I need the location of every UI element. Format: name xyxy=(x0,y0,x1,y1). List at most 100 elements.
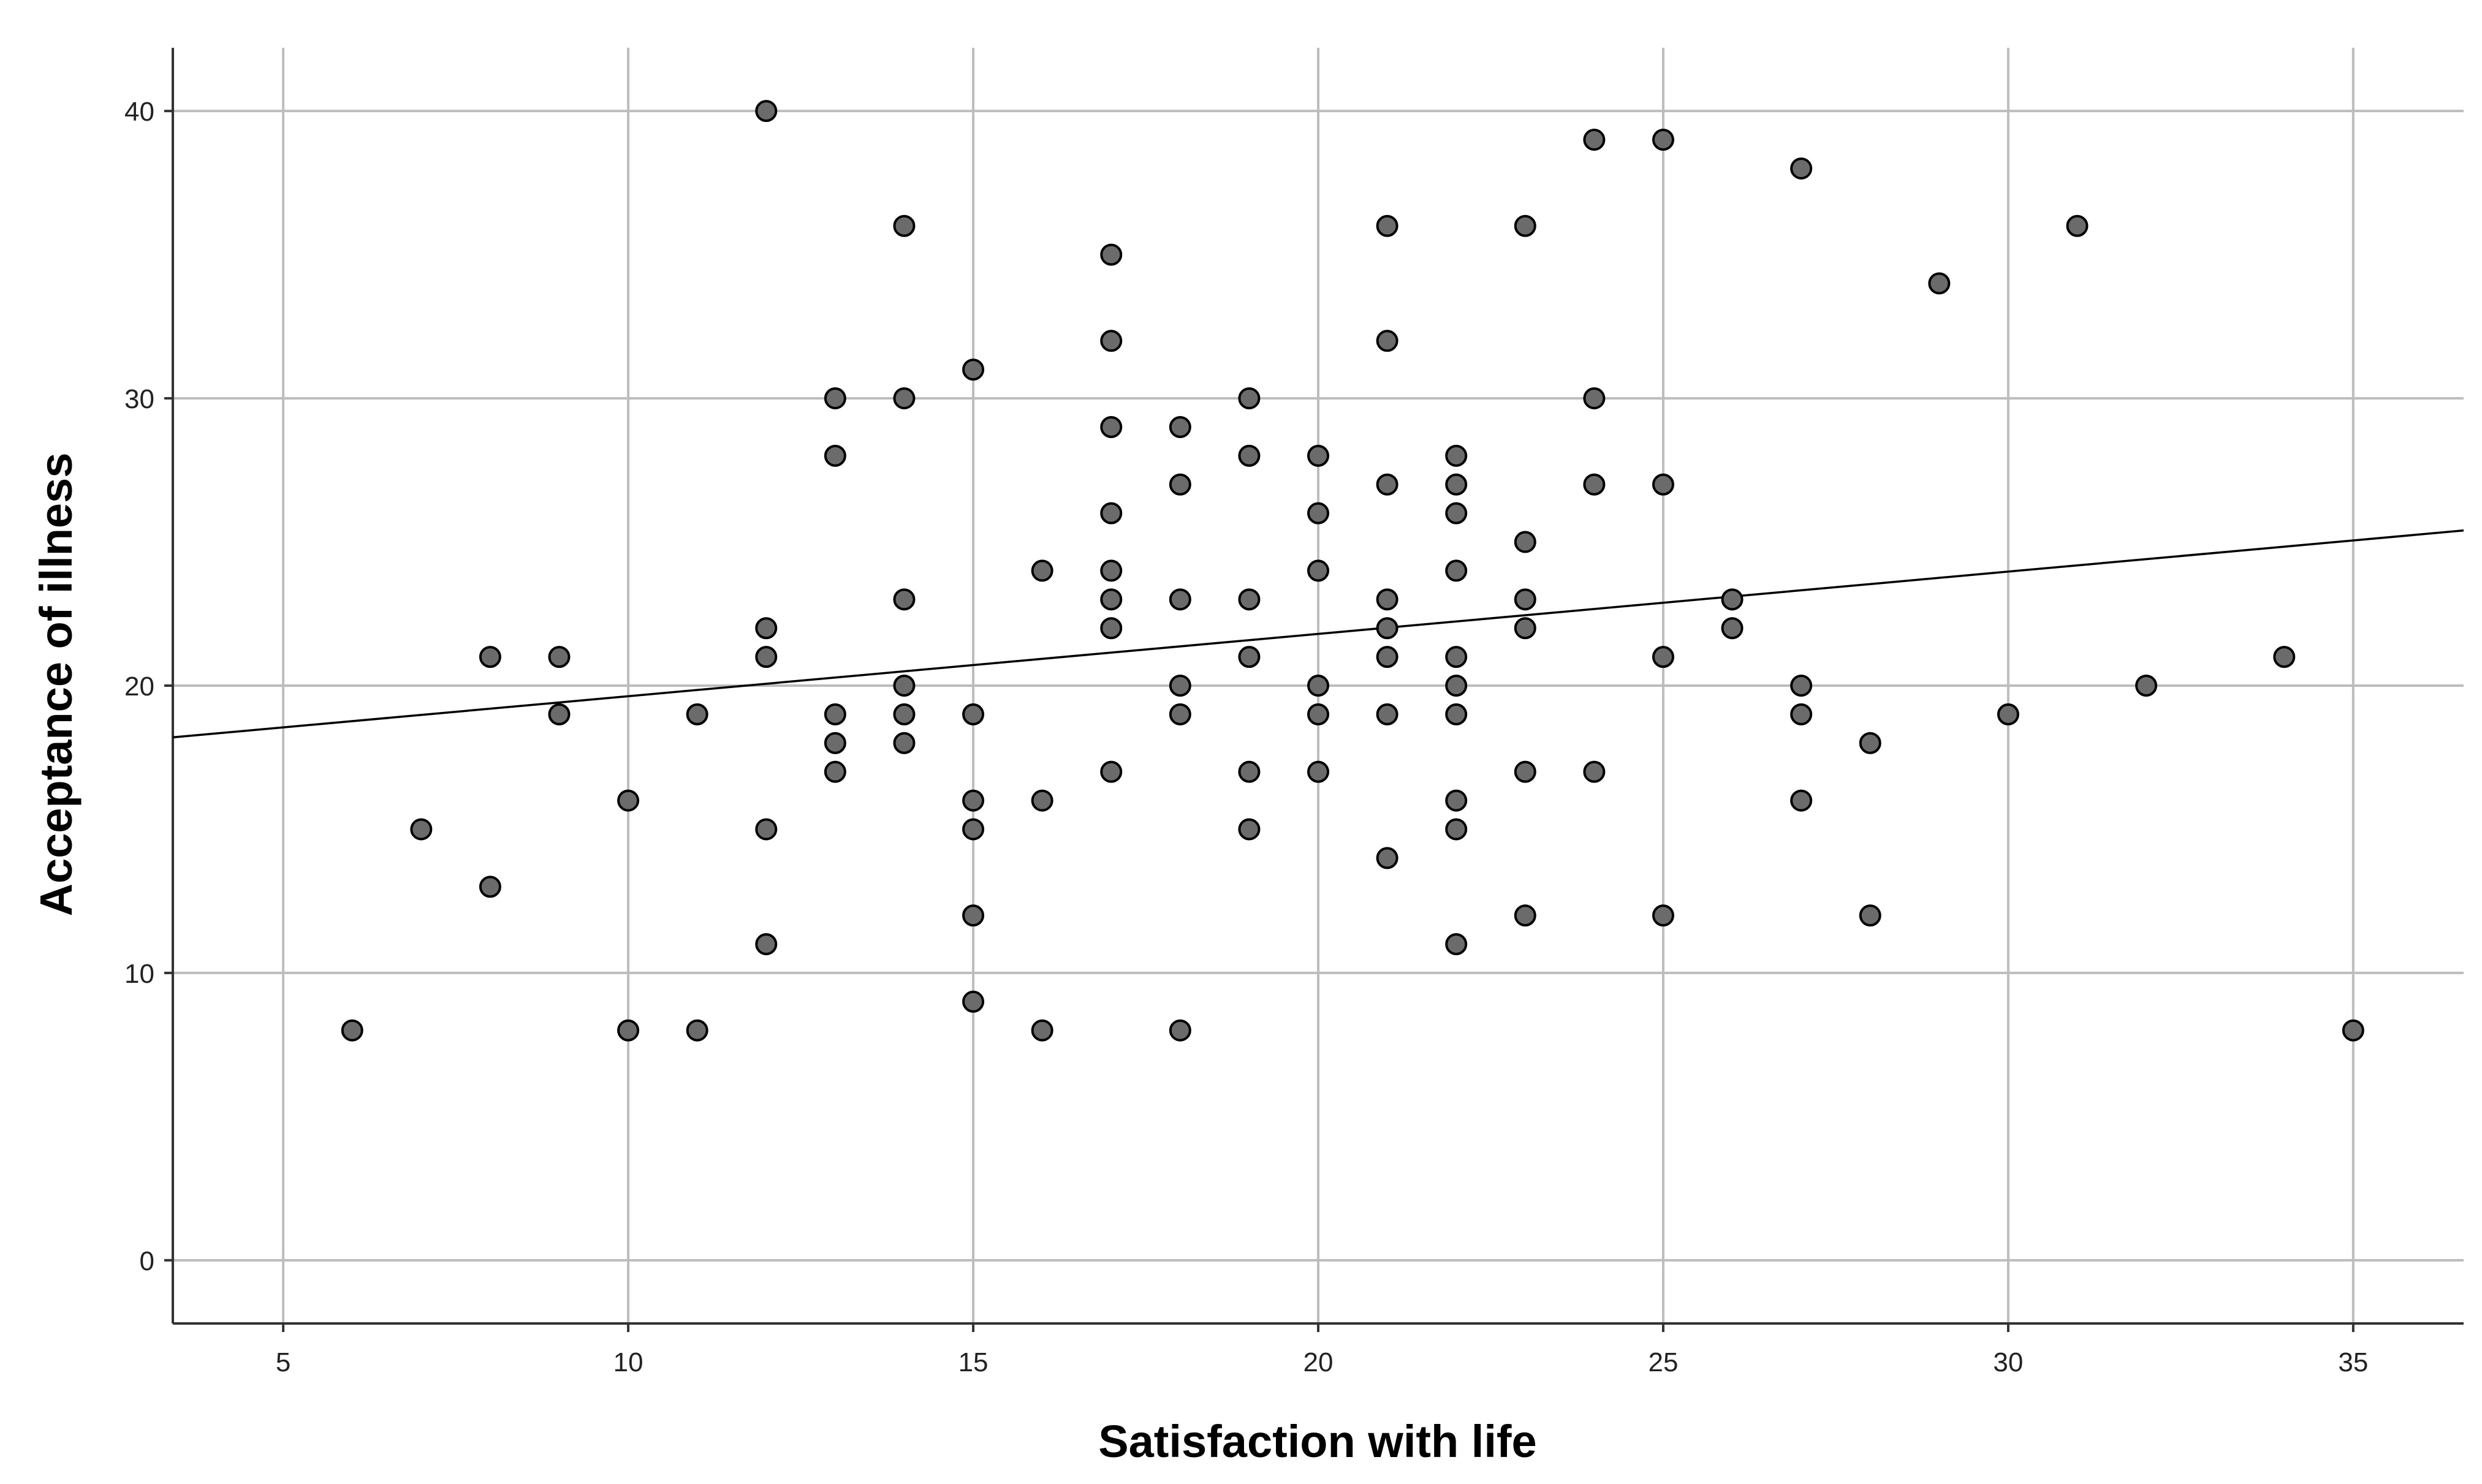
data-point xyxy=(1169,703,1191,725)
data-point xyxy=(1238,588,1261,611)
data-point xyxy=(1169,1019,1191,1042)
data-point xyxy=(410,818,433,841)
data-point xyxy=(1031,789,1053,812)
data-point xyxy=(2342,1019,2364,1042)
data-point xyxy=(1514,214,1536,237)
data-point xyxy=(962,358,985,381)
data-point xyxy=(2135,675,2158,697)
y-tick-label: 40 xyxy=(124,97,154,127)
data-point xyxy=(1307,502,1329,524)
data-point xyxy=(1100,502,1123,524)
data-point xyxy=(1169,588,1191,611)
data-point xyxy=(1514,760,1536,783)
data-point xyxy=(1445,559,1468,582)
data-point xyxy=(1445,502,1468,524)
data-point xyxy=(893,675,916,697)
data-point xyxy=(1100,415,1123,438)
data-point xyxy=(1376,617,1398,640)
data-point xyxy=(1100,330,1123,352)
x-axis-title: Satisfaction with life xyxy=(1098,1416,1536,1467)
data-point xyxy=(1652,129,1674,151)
data-point xyxy=(1445,933,1468,956)
data-point xyxy=(1790,675,1813,697)
data-point xyxy=(1376,214,1398,237)
data-point xyxy=(1031,559,1053,582)
data-point xyxy=(1238,646,1261,668)
data-point xyxy=(893,214,916,237)
data-point xyxy=(962,818,985,841)
data-point xyxy=(1859,904,1881,927)
data-point xyxy=(1307,703,1329,725)
data-point xyxy=(893,732,916,754)
data-point xyxy=(1583,760,1606,783)
fit-line xyxy=(172,529,2464,739)
data-point xyxy=(962,990,985,1013)
y-tick-label: 10 xyxy=(124,959,154,989)
data-point xyxy=(1100,243,1123,266)
data-point xyxy=(824,732,846,754)
data-point xyxy=(1031,1019,1053,1042)
data-point xyxy=(617,1019,640,1042)
data-point xyxy=(1169,415,1191,438)
data-point xyxy=(893,387,916,410)
data-point xyxy=(1445,646,1468,668)
data-point xyxy=(1721,617,1744,640)
data-point xyxy=(1169,473,1191,496)
data-point xyxy=(1445,789,1468,812)
data-point xyxy=(824,444,846,467)
data-point xyxy=(755,646,778,668)
data-point xyxy=(1514,904,1536,927)
data-point xyxy=(1721,588,1744,611)
data-point xyxy=(962,789,985,812)
data-point xyxy=(686,1019,708,1042)
data-point xyxy=(1238,818,1261,841)
data-point xyxy=(1652,904,1674,927)
data-point xyxy=(962,703,985,725)
data-point xyxy=(479,646,501,668)
data-point xyxy=(1100,760,1123,783)
data-point xyxy=(755,100,778,123)
data-point xyxy=(1652,646,1674,668)
data-point xyxy=(1376,330,1398,352)
data-point xyxy=(2273,646,2296,668)
data-point xyxy=(2066,214,2089,237)
data-point xyxy=(548,703,571,725)
y-tick-label: 20 xyxy=(124,672,154,702)
data-point xyxy=(1583,129,1606,151)
x-tick-label: 5 xyxy=(276,1347,290,1377)
data-point xyxy=(1238,387,1261,410)
data-point xyxy=(1376,703,1398,725)
tick-labels: 5 10 15 20 25 30 35 0 10 20 30 40 xyxy=(124,97,2368,1377)
data-point xyxy=(755,617,778,640)
data-point xyxy=(1238,760,1261,783)
x-tick-label: 10 xyxy=(613,1347,643,1377)
data-point xyxy=(1307,760,1329,783)
data-point xyxy=(755,933,778,956)
data-point xyxy=(1100,559,1123,582)
data-point xyxy=(1514,588,1536,611)
data-point xyxy=(1652,473,1674,496)
data-point xyxy=(893,588,916,611)
data-point xyxy=(1583,387,1606,410)
data-point xyxy=(1514,617,1536,640)
data-point xyxy=(824,703,846,725)
x-tick-label: 20 xyxy=(1304,1347,1334,1377)
data-point xyxy=(1307,675,1329,697)
data-point xyxy=(824,760,846,783)
data-point xyxy=(617,789,640,812)
data-point xyxy=(1100,588,1123,611)
data-points xyxy=(341,100,2364,1042)
data-point xyxy=(548,646,571,668)
x-tick-label: 15 xyxy=(958,1347,989,1377)
data-point xyxy=(893,703,916,725)
data-point xyxy=(962,904,985,927)
y-tick-label: 30 xyxy=(124,384,154,414)
data-point xyxy=(1790,789,1813,812)
data-point xyxy=(686,703,708,725)
data-point xyxy=(1376,646,1398,668)
x-tick-label: 35 xyxy=(2338,1347,2368,1377)
data-point xyxy=(1997,703,2019,725)
data-point xyxy=(755,818,778,841)
